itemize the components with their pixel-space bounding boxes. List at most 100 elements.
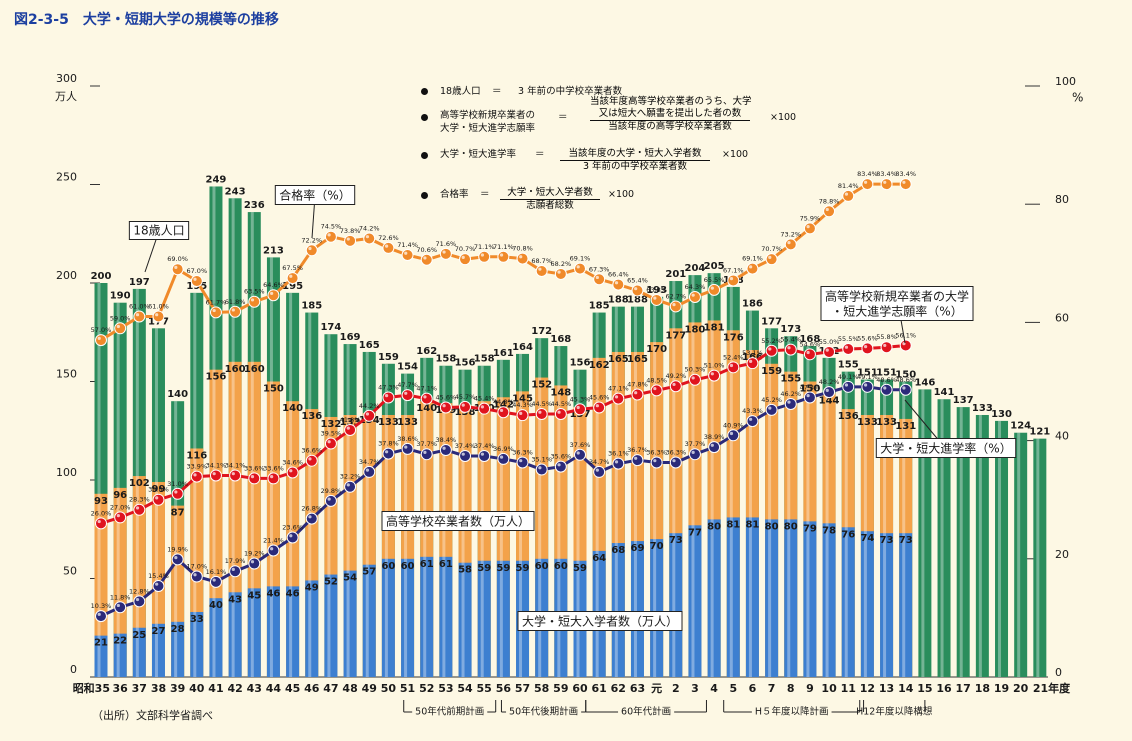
bar-highlight [653, 342, 657, 677]
point-label: 31.0% [167, 480, 188, 488]
bar-value-label: 33 [190, 614, 204, 625]
bar-value-label: 43 [228, 594, 242, 605]
line-marker [669, 456, 682, 469]
bar [286, 586, 300, 677]
point-label: 64.6% [263, 281, 284, 289]
annotation-box [274, 185, 356, 205]
y2-tick-label: 60 [1055, 311, 1069, 324]
plan-label: 50年代後期計画 [509, 706, 578, 718]
line-marker [765, 403, 778, 416]
bar [420, 556, 434, 677]
bar-value-label: 158 [435, 354, 456, 365]
marker-shine [595, 275, 599, 280]
marker-shine [653, 459, 657, 463]
bar-highlight [97, 493, 101, 677]
y-tick-label: 0 [70, 663, 77, 676]
point-label: 43.3% [742, 407, 763, 415]
annotation-text: 大学・短大入学者数（万人） [522, 614, 678, 629]
line-marker [439, 247, 452, 260]
line-marker [861, 342, 874, 355]
marker-shine [806, 394, 810, 398]
line-marker [899, 383, 912, 396]
marker-shine [806, 225, 810, 229]
x-tick-label: 62 [611, 682, 626, 695]
marker-shine [864, 345, 868, 349]
bar [860, 531, 874, 677]
line-marker [401, 389, 414, 402]
point-label: 37.7% [416, 440, 437, 448]
bar-value-label: 64 [592, 553, 606, 564]
bar-highlight [97, 283, 101, 677]
point-label: 44.2% [359, 402, 380, 410]
annotation-box [381, 511, 535, 531]
y-tick-label: 50 [63, 565, 77, 578]
point-label: 11.8% [110, 593, 131, 601]
annotation: 18歳人口 [128, 221, 190, 240]
line-marker [344, 234, 357, 247]
marker-shine [902, 386, 906, 390]
bar-highlight [135, 476, 139, 677]
bar-value-label: 160 [244, 364, 265, 375]
bar-value-label: 159 [378, 352, 399, 363]
point-label: 36.9% [493, 445, 514, 453]
marker-shine [480, 253, 484, 257]
bar-value-label: 60 [554, 561, 568, 572]
bar-value-label: 159 [761, 366, 782, 377]
bar [918, 389, 932, 677]
line-marker [324, 494, 337, 507]
denominator: 志願者総数 [500, 199, 600, 212]
line-marker [401, 249, 414, 262]
point-label: 54.6% [800, 340, 821, 348]
point-label: 61.0% [148, 302, 169, 310]
bar-highlight [461, 562, 465, 677]
point-label: 32.2% [340, 473, 361, 481]
bar-value-label: 177 [761, 316, 782, 327]
formula-lhs: 高等学校新規卒業者の [440, 110, 536, 121]
point-label: 36.1% [608, 450, 629, 458]
marker-shine [672, 382, 676, 387]
formula-factor: ×100 [722, 149, 749, 160]
x-tick-label: 48 [342, 682, 357, 695]
bar-value-label: 140 [282, 403, 303, 414]
point-label: 73.8% [340, 227, 361, 235]
point-label: 55.5% [838, 335, 859, 343]
line-marker [133, 310, 146, 323]
point-label: 61.8% [225, 298, 246, 306]
point-label: 36.3% [512, 448, 533, 456]
marker-shine [653, 296, 657, 300]
bar [650, 539, 664, 677]
point-label: 51.0% [704, 362, 725, 370]
point-label: 38.6% [397, 435, 418, 443]
marker-shine [423, 395, 427, 399]
line-marker [746, 357, 759, 370]
x-tick-label: 55 [477, 682, 492, 695]
bar [228, 592, 242, 677]
point-label: 47.1% [608, 385, 629, 393]
marker-shine [844, 192, 849, 196]
line-marker [516, 252, 529, 265]
x-tick-label: 37 [132, 682, 147, 695]
bar-value-label: 73 [669, 535, 683, 546]
x-tick-label: 61 [592, 682, 607, 695]
point-label: 74.2% [359, 224, 380, 232]
point-label: 83.4% [876, 170, 897, 178]
bar-value-label: 185 [301, 301, 322, 312]
marker-shine [155, 582, 159, 586]
line-marker [899, 339, 912, 352]
marker-shine [250, 475, 255, 479]
line-marker [152, 579, 165, 592]
line-marker [363, 465, 376, 478]
point-label: 72.2% [301, 236, 322, 244]
line-marker [439, 401, 452, 414]
point-label: 36.3% [665, 448, 686, 456]
marker-shine [327, 233, 331, 237]
point-label: 55.6% [857, 334, 878, 342]
formula-rhs: 3 年前の中学校卒業者数 [518, 86, 623, 97]
line-marker [478, 449, 491, 462]
marker-shine [595, 404, 599, 408]
bar [1033, 438, 1047, 677]
point-label: 38.4% [436, 436, 457, 444]
marker-shine [672, 303, 676, 307]
marker-shine [116, 603, 120, 608]
bar [113, 633, 127, 677]
